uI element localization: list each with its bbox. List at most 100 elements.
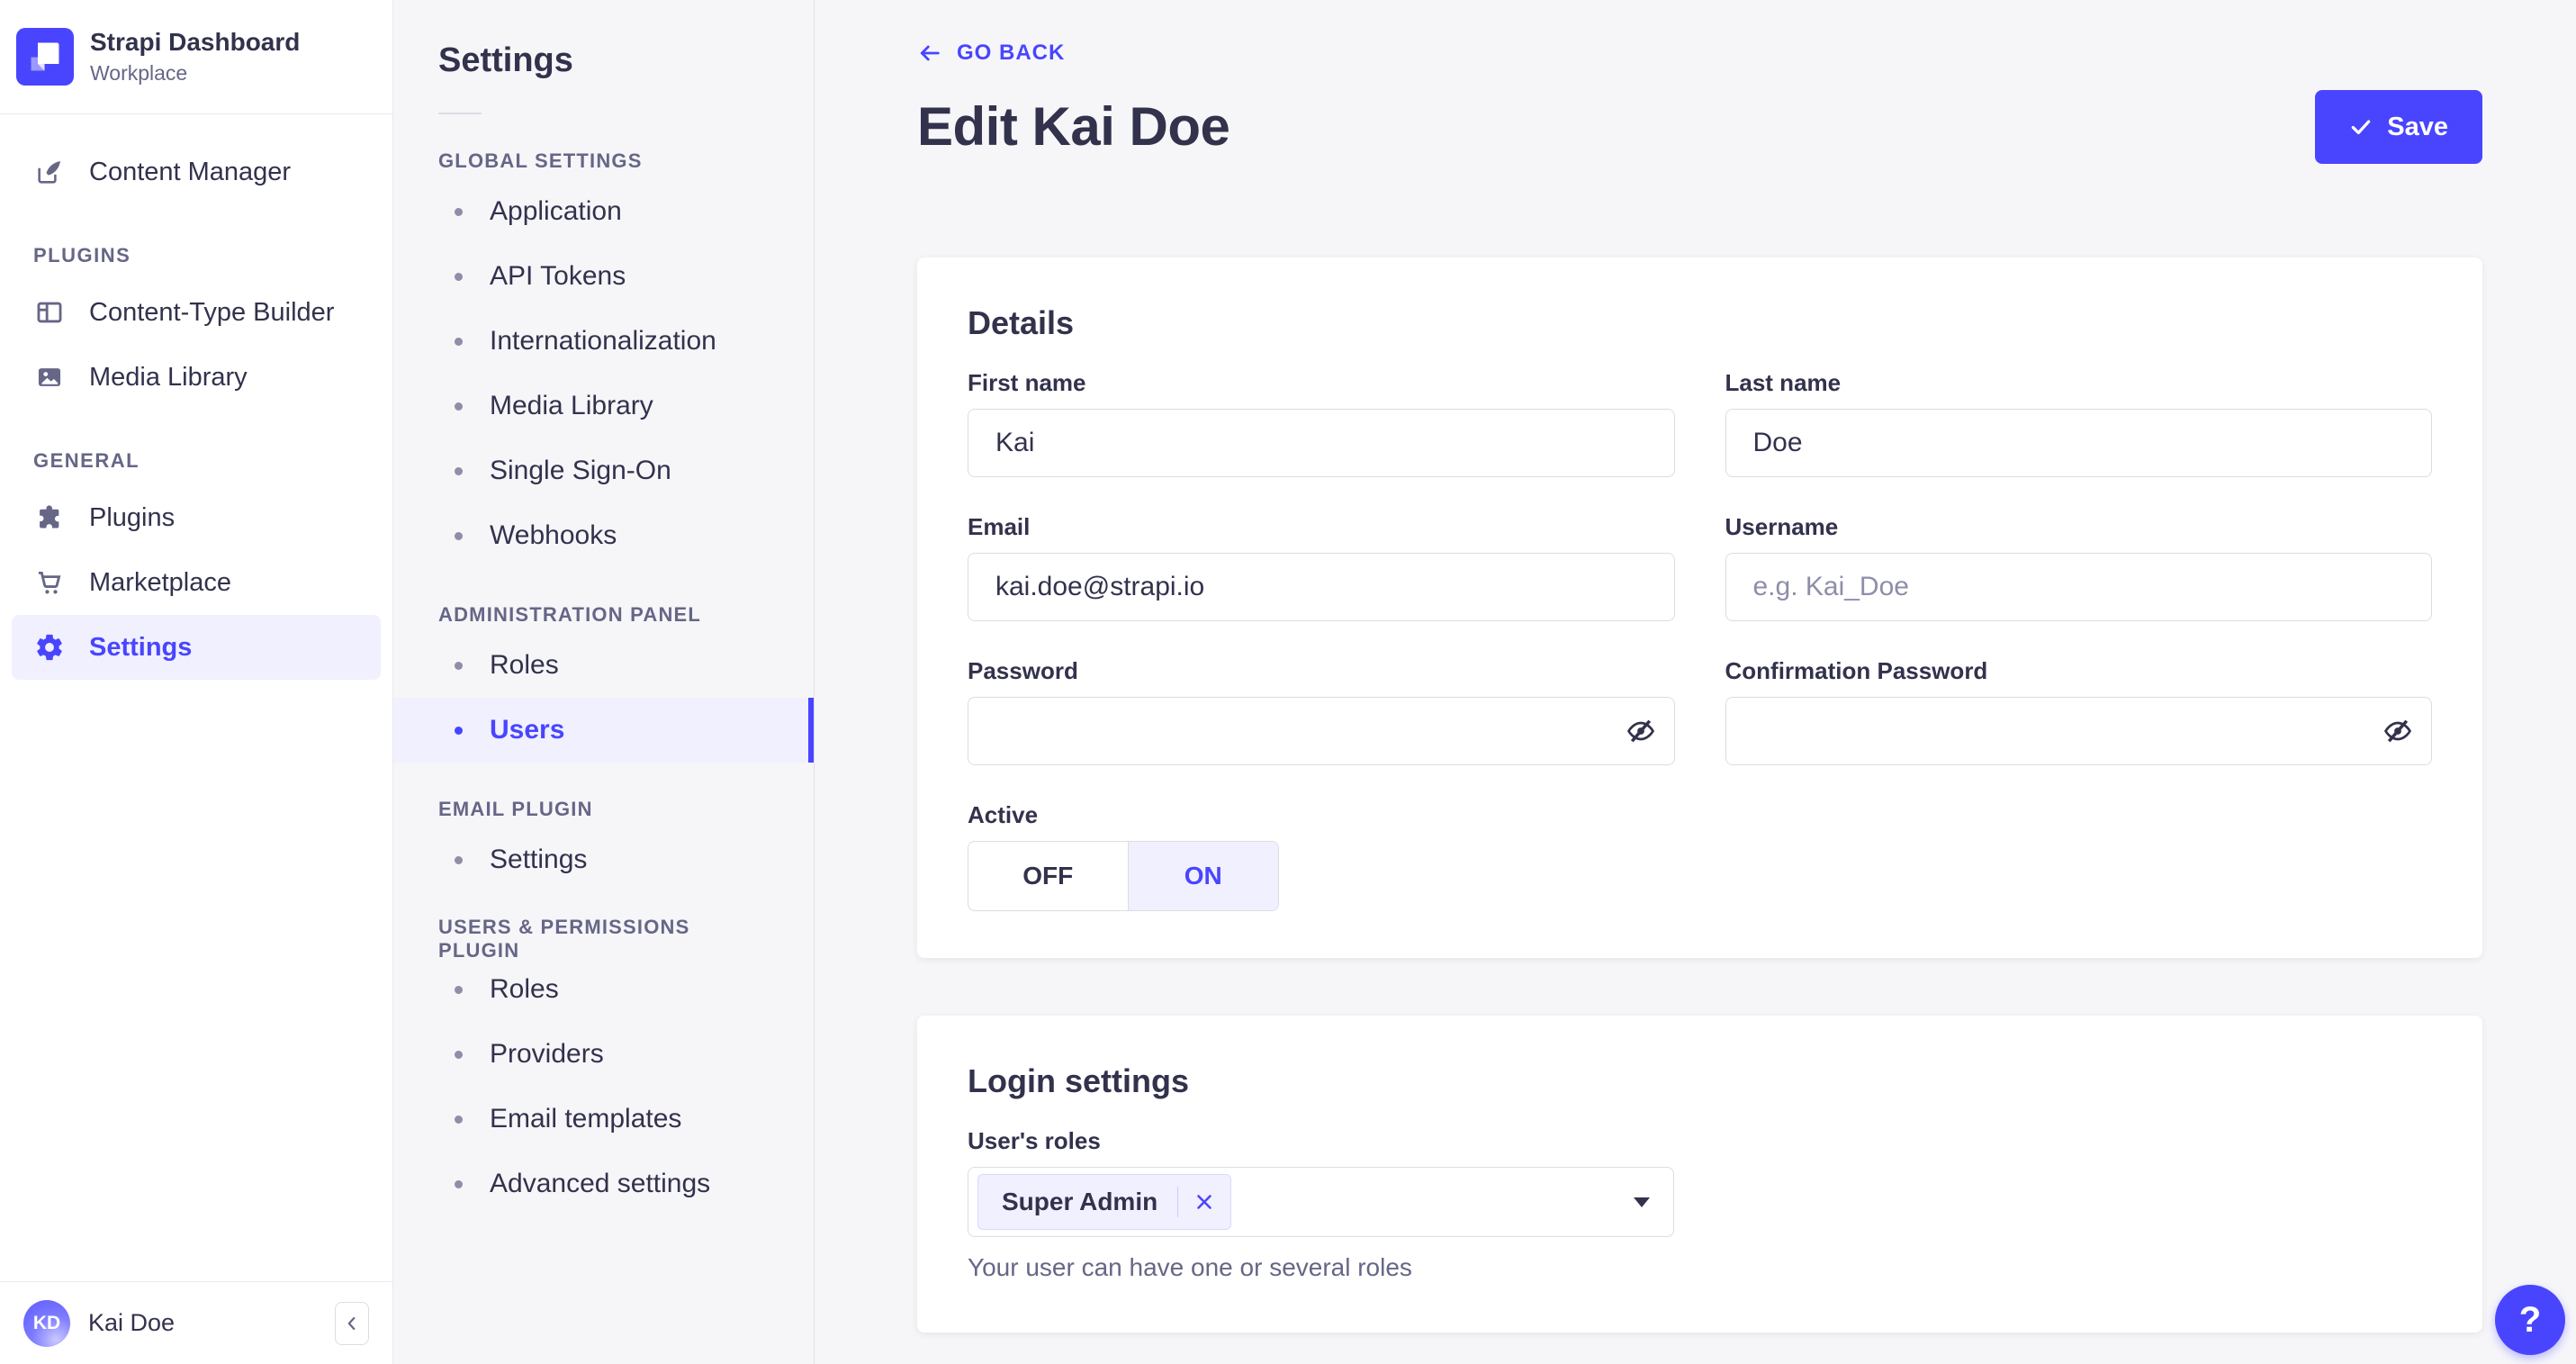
gear-icon (33, 631, 66, 664)
toggle-confirmation-password-visibility-button[interactable] (2371, 704, 2425, 758)
last-name-input[interactable] (1725, 409, 2432, 477)
go-back-label: GO BACK (957, 41, 1066, 65)
first-name-label: First name (968, 369, 1086, 396)
collapse-sidebar-button[interactable] (335, 1301, 369, 1345)
avatar: KD (23, 1299, 70, 1347)
subnav-item-application[interactable]: Application (393, 179, 814, 244)
user-roles-select[interactable]: Super Admin (968, 1167, 1674, 1237)
email-input[interactable] (968, 553, 1675, 621)
subnav-item-label: Internationalization (490, 326, 716, 356)
toggle-password-visibility-button[interactable] (1614, 704, 1668, 758)
subnav-item-internationalization[interactable]: Internationalization (393, 309, 814, 374)
subnav-item-admin-roles[interactable]: Roles (393, 633, 814, 698)
go-back-link[interactable]: GO BACK (917, 40, 1065, 67)
nav-item-label: Settings (89, 632, 193, 662)
subnav-item-label: Webhooks (490, 520, 617, 550)
role-tag-label: Super Admin (1002, 1188, 1158, 1215)
subnav-item-label: Settings (490, 845, 588, 874)
check-icon (2349, 115, 2373, 139)
password-input[interactable] (968, 697, 1675, 765)
subnav-item-single-sign-on[interactable]: Single Sign-On (393, 438, 814, 503)
first-name-input[interactable] (968, 409, 1675, 477)
nav-section-general: GENERAL (33, 449, 140, 472)
nav-item-plugins[interactable]: Plugins (12, 485, 381, 550)
subnav-item-label: API Tokens (490, 261, 626, 291)
main-sidebar: Strapi Dashboard Workplace Content Manag… (0, 0, 393, 1364)
subnav-item-admin-users[interactable]: Users (393, 698, 814, 763)
nav-item-content-type-builder[interactable]: Content-Type Builder (12, 280, 381, 345)
subnav-item-api-tokens[interactable]: API Tokens (393, 244, 814, 309)
nav-item-marketplace[interactable]: Marketplace (12, 550, 381, 615)
username-input[interactable] (1725, 553, 2432, 621)
email-field-group: Email (968, 513, 1675, 621)
bullet-icon (455, 272, 463, 281)
page-title: Edit Kai Doe (917, 96, 1230, 157)
bullet-icon (455, 466, 463, 475)
divider (438, 113, 482, 114)
nav-item-content-manager[interactable]: Content Manager (12, 140, 381, 204)
nav-item-label: Marketplace (89, 567, 231, 597)
bullet-icon (455, 402, 463, 411)
active-toggle-on[interactable]: ON (1128, 842, 1278, 910)
bullet-icon (455, 337, 463, 346)
main-content: GO BACK Edit Kai Doe Save Details First … (815, 0, 2576, 1364)
puzzle-icon (33, 501, 66, 534)
subnav-item-label: Single Sign-On (490, 456, 671, 485)
user-roles-label: User's roles (968, 1127, 1101, 1154)
nav-item-label: Content Manager (89, 157, 292, 186)
login-settings-card: Login settings User's roles Super Admin … (917, 1016, 2482, 1332)
bullet-icon (455, 1050, 463, 1059)
confirmation-password-label: Confirmation Password (1725, 657, 1988, 684)
subnav-item-media-library[interactable]: Media Library (393, 374, 814, 438)
question-mark-label: ? (2518, 1299, 2542, 1340)
bullet-icon (455, 207, 463, 216)
user-name: Kai Doe (88, 1309, 176, 1336)
confirmation-password-field-group: Confirmation Password (1725, 657, 2432, 765)
remove-role-button[interactable] (1178, 1175, 1230, 1229)
subnav-item-email-templates[interactable]: Email templates (393, 1087, 814, 1152)
subnav-item-providers[interactable]: Providers (393, 1022, 814, 1087)
active-toggle-off[interactable]: OFF (968, 842, 1129, 910)
subnav-item-email-settings[interactable]: Settings (393, 827, 814, 892)
password-label: Password (968, 657, 1078, 684)
eye-slash-icon (1625, 715, 1657, 747)
arrow-left-icon (917, 41, 942, 66)
subnav-item-advanced-settings[interactable]: Advanced settings (393, 1152, 814, 1216)
layout-icon (33, 296, 66, 329)
nav-item-settings[interactable]: Settings (12, 615, 381, 680)
nav-item-label: Content-Type Builder (89, 297, 335, 327)
subnav-item-label: Email templates (490, 1104, 682, 1134)
login-settings-title: Login settings (968, 1062, 1189, 1099)
subnav-item-label: Roles (490, 974, 559, 1004)
settings-sidebar-title: Settings (438, 41, 573, 79)
last-name-field-group: Last name (1725, 369, 2432, 477)
confirmation-password-input[interactable] (1725, 697, 2432, 765)
nav-item-label: Plugins (89, 502, 176, 532)
help-button[interactable]: ? (2495, 1285, 2565, 1355)
subnav-section-global-settings: GLOBAL SETTINGS (438, 149, 643, 172)
bullet-icon (455, 1179, 463, 1188)
last-name-label: Last name (1725, 369, 1842, 396)
save-button[interactable]: Save (2315, 90, 2482, 164)
role-tag-super-admin: Super Admin (977, 1174, 1232, 1230)
subnav-section-users-permissions-plugin: USERS & PERMISSIONS PLUGIN (438, 916, 690, 962)
bullet-icon (455, 1115, 463, 1124)
feather-icon (33, 156, 66, 188)
password-field-group: Password (968, 657, 1675, 765)
nav-item-media-library[interactable]: Media Library (12, 345, 381, 410)
subnav-item-webhooks[interactable]: Webhooks (393, 503, 814, 568)
bullet-icon (455, 985, 463, 994)
subnav-item-label: Providers (490, 1039, 604, 1069)
subnav-item-label: Users (490, 715, 565, 745)
username-label: Username (1725, 513, 1839, 540)
username-field-group: Username (1725, 513, 2432, 621)
details-card: Details First name Last name Email Usern… (917, 257, 2482, 958)
divider (1177, 1187, 1179, 1217)
subnav-item-up-roles[interactable]: Roles (393, 957, 814, 1022)
settings-sidebar: Settings GLOBAL SETTINGS Application API… (393, 0, 815, 1364)
save-button-label: Save (2387, 112, 2448, 141)
roles-helper-text: Your user can have one or several roles (968, 1253, 1412, 1281)
bullet-icon (455, 855, 463, 864)
brand: Strapi Dashboard Workplace (0, 0, 392, 114)
active-toggle: OFF ON (968, 841, 1279, 911)
